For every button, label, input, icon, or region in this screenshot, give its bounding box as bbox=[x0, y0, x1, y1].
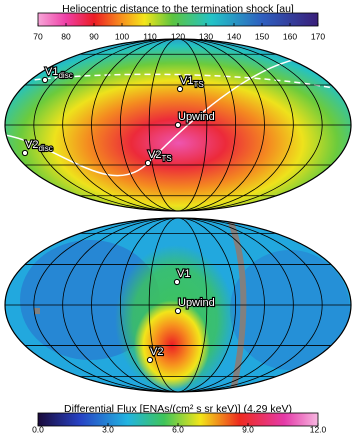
marker-label: V1TS bbox=[180, 75, 204, 89]
marker bbox=[144, 159, 152, 167]
colorbar-tick-label: 90 bbox=[89, 31, 99, 41]
marker bbox=[176, 85, 184, 93]
marker-label: V2disc bbox=[25, 139, 53, 153]
colorbar-tick-label: 3.0 bbox=[102, 424, 114, 434]
map-field bbox=[230, 250, 350, 370]
colorbar-tick-label: 110 bbox=[143, 31, 157, 41]
marker-name: V2 bbox=[148, 149, 161, 161]
marker-name: Upwind bbox=[178, 297, 215, 309]
marker-label: V1 bbox=[177, 268, 190, 280]
marker-name: V2 bbox=[25, 139, 38, 151]
gap-pixel bbox=[34, 308, 40, 314]
marker bbox=[173, 278, 181, 286]
marker-name: V1 bbox=[177, 268, 190, 280]
marker-label: V1disc bbox=[45, 66, 73, 80]
colorbar-tick-label: 170 bbox=[311, 31, 325, 41]
marker-name: Upwind bbox=[178, 111, 215, 123]
marker-subscript: TS bbox=[161, 154, 171, 163]
colorbar-tick-label: 160 bbox=[283, 31, 297, 41]
colorbar-tick-label: 6.0 bbox=[172, 424, 184, 434]
marker bbox=[174, 121, 182, 129]
colorbar-tick-label: 130 bbox=[199, 31, 213, 41]
map-border bbox=[4, 217, 352, 393]
marker-label: V2 bbox=[150, 346, 163, 358]
marker bbox=[41, 76, 49, 84]
colorbar-tick-label: 80 bbox=[61, 31, 71, 41]
map-field bbox=[134, 300, 210, 390]
marker-label: V2TS bbox=[148, 149, 172, 163]
colorbar-tick-label: 120 bbox=[171, 31, 185, 41]
map-border bbox=[4, 38, 352, 212]
colorbar-tick-label: 140 bbox=[227, 31, 241, 41]
marker bbox=[21, 149, 29, 157]
colorbar-tick-label: 0.0 bbox=[32, 424, 44, 434]
marker-name: V1 bbox=[45, 66, 58, 78]
gap-band bbox=[227, 218, 247, 392]
colorbar-title: Heliocentric distance to the termination… bbox=[62, 3, 294, 15]
colorbar-tick-label: 100 bbox=[115, 31, 129, 41]
marker-label: Upwind bbox=[178, 297, 215, 309]
marker-name: V2 bbox=[150, 346, 163, 358]
map-bottom bbox=[5, 218, 351, 392]
colorbar-title: Differential Flux [ENAs/(cm² s sr keV)] … bbox=[64, 403, 292, 415]
marker bbox=[146, 356, 154, 364]
colorbar-tick-label: 9.0 bbox=[242, 424, 254, 434]
marker-subscript: TS bbox=[193, 80, 203, 89]
marker-name: V1 bbox=[180, 75, 193, 87]
marker bbox=[174, 307, 182, 315]
colorbar-tick-label: 70 bbox=[33, 31, 43, 41]
dashed-curve bbox=[5, 73, 351, 93]
colorbar-tick-label: 12.0 bbox=[310, 424, 327, 434]
marker-subscript: disc bbox=[58, 71, 72, 80]
marker-subscript: disc bbox=[38, 144, 52, 153]
marker-label: Upwind bbox=[178, 111, 215, 123]
colorbar-tick-label: 150 bbox=[255, 31, 269, 41]
